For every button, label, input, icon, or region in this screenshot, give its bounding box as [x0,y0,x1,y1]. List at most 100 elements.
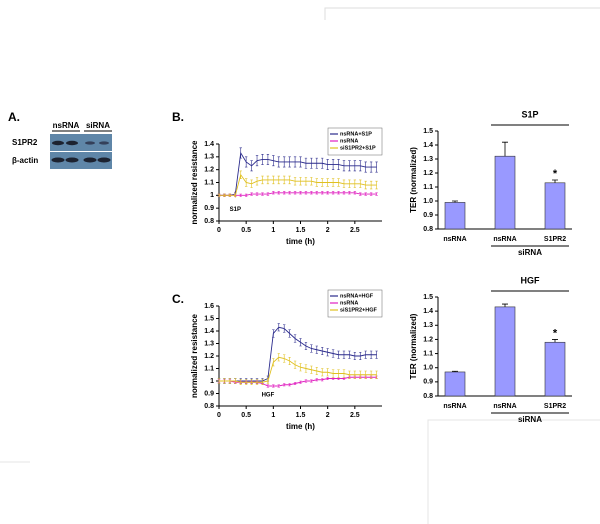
error-bar [293,360,297,369]
legend-label: nsRNA [340,138,358,144]
error-bar [223,378,226,384]
error-bar [239,147,242,159]
panel-label: A. [8,110,20,124]
y-tick-label: 1.2 [423,170,433,177]
x-tick-label: nsRNA [493,403,516,410]
error-bar [331,191,335,195]
error-bar [272,358,275,367]
error-bar [348,160,351,172]
error-bar [331,369,335,378]
error-bar [364,180,367,190]
legend-label: nsRNA+HGF [340,293,374,299]
error-bar [283,354,286,363]
y-tick-label: 0.8 [423,393,433,400]
x-tick-label: 1 [271,227,275,234]
error-bar [283,175,286,185]
error-bar [250,179,253,188]
y-tick-label: 1.5 [423,294,433,301]
error-bar [321,178,324,187]
y-tick-label: 0.8 [204,218,214,225]
error-bar [359,179,362,188]
error-bar [244,178,248,187]
error-bar [331,178,335,187]
error-bar [315,191,318,195]
error-bar [359,351,362,361]
error-bar [375,350,378,359]
error-bar [375,161,378,173]
error-bar [359,160,362,172]
bar [494,306,516,397]
y-tick-label: 1.0 [423,198,433,205]
y-tick-label: 1.3 [423,322,433,329]
error-bar [364,161,367,173]
y-axis-label: TER (normalized) [409,147,418,213]
y-tick-label: 1.4 [423,308,433,315]
error-bar [502,141,508,157]
error-bar [261,379,264,386]
error-bar [369,192,373,196]
error-bar [261,175,264,185]
error-bar [266,175,270,185]
error-bar [217,193,221,197]
group-label: siRNA [518,248,542,257]
error-bar [337,350,340,359]
x-tick-label: 2.5 [350,227,360,234]
error-bar [299,191,302,195]
error-bar [244,379,248,386]
y-tick-label: 0.8 [204,403,214,410]
y-tick-label: 0.9 [204,205,214,212]
error-bar [228,378,232,384]
y-tick-label: 1.3 [204,340,214,347]
blot-row-label: β-actin [12,156,38,165]
error-bar [299,363,302,372]
error-bar [255,177,259,186]
error-bar [359,370,362,379]
blot-image [50,152,112,169]
error-bar [272,175,275,185]
error-bar [304,157,308,169]
error-bar [310,157,313,169]
error-bar [228,193,232,197]
y-tick-label: 1 [210,192,214,199]
y-tick-label: 1.2 [204,353,214,360]
error-bar [277,175,280,185]
series-line [219,151,377,196]
y-axis-label: TER (normalized) [409,313,418,379]
error-bar [304,364,308,373]
error-bar [299,338,302,347]
error-bar [375,180,378,190]
error-bar [272,155,275,167]
error-bar [255,155,259,167]
error-bar [375,370,378,379]
panel-label: B. [172,110,184,124]
x-axis-label: time (h) [286,237,315,246]
error-bar [502,303,508,307]
error-bar [342,369,346,378]
error-bar [261,153,264,165]
bar [444,202,466,230]
error-bar [342,350,346,359]
series-line [219,326,377,382]
error-bar [293,334,297,343]
error-bar [375,192,378,196]
error-bar [326,178,329,187]
legend-label: nsRNA [340,300,358,306]
error-bar [452,200,458,203]
y-axis-label: normalized resistance [190,140,199,225]
panel-label: C. [172,292,184,306]
x-tick-label: nsRNA [493,236,516,243]
error-bar [321,378,324,382]
y-tick-label: 1.6 [204,303,214,310]
error-bar [326,348,329,357]
legend-label: nsRNA+S1P [340,131,372,137]
frame-line [324,7,600,20]
annotation: S1P [230,207,241,213]
bar [544,341,566,397]
y-tick-label: 1.4 [204,141,214,148]
error-bar [369,370,373,379]
x-tick-label: nsRNA [443,403,466,410]
error-bar [283,156,286,168]
error-bar [261,192,264,196]
error-bar [277,323,280,332]
